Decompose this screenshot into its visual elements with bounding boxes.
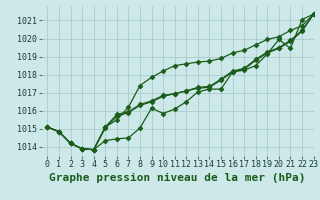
X-axis label: Graphe pression niveau de la mer (hPa): Graphe pression niveau de la mer (hPa) xyxy=(49,173,306,183)
